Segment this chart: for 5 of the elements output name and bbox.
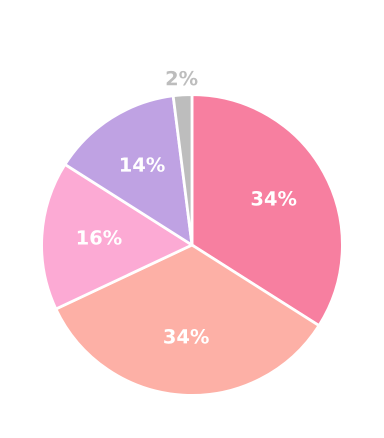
- data-label: 2%: [166, 70, 198, 86]
- data-label: 34%: [252, 191, 296, 206]
- data-label: 34%: [164, 329, 209, 344]
- data-label: 14%: [120, 157, 165, 172]
- data-label: 16%: [78, 230, 122, 245]
